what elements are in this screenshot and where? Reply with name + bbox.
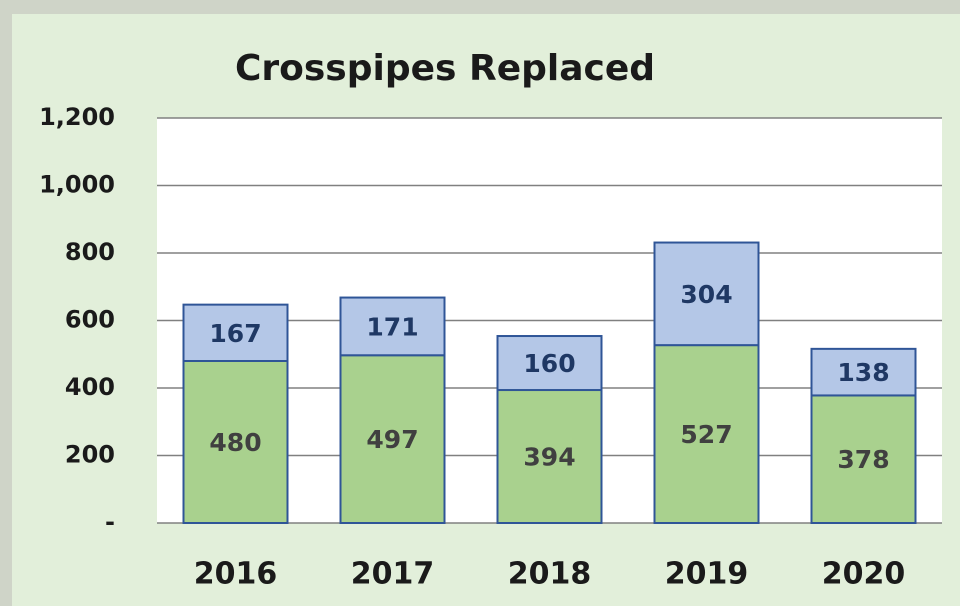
data-label: 480 bbox=[209, 428, 261, 457]
x-tick-label: 2018 bbox=[508, 557, 592, 592]
y-tick-label: 200 bbox=[65, 441, 115, 469]
y-tick-label: 600 bbox=[65, 306, 115, 334]
data-label: 497 bbox=[366, 425, 418, 454]
y-tick-label: - bbox=[105, 508, 115, 536]
x-tick-label: 2016 bbox=[194, 557, 278, 592]
data-label: 304 bbox=[680, 280, 732, 309]
y-tick-label: 1,200 bbox=[39, 103, 115, 131]
x-tick-label: 2020 bbox=[822, 557, 906, 592]
chart: Crosspipes Replaced - 200 400 600 800 1,000 1,… bbox=[0, 0, 960, 606]
y-tick-label: 800 bbox=[65, 238, 115, 266]
data-label: 378 bbox=[837, 445, 889, 474]
data-label: 160 bbox=[523, 349, 575, 378]
data-label: 167 bbox=[209, 319, 261, 348]
x-tick-label: 2017 bbox=[351, 557, 435, 592]
x-tick-label: 2019 bbox=[665, 557, 749, 592]
data-label: 394 bbox=[523, 443, 575, 472]
y-tick-label: 400 bbox=[65, 373, 115, 401]
data-label: 171 bbox=[366, 312, 418, 341]
y-tick-label: 1,000 bbox=[39, 171, 115, 199]
data-label: 138 bbox=[837, 358, 889, 387]
data-label: 527 bbox=[680, 420, 732, 449]
chart-title: Crosspipes Replaced bbox=[235, 48, 655, 89]
